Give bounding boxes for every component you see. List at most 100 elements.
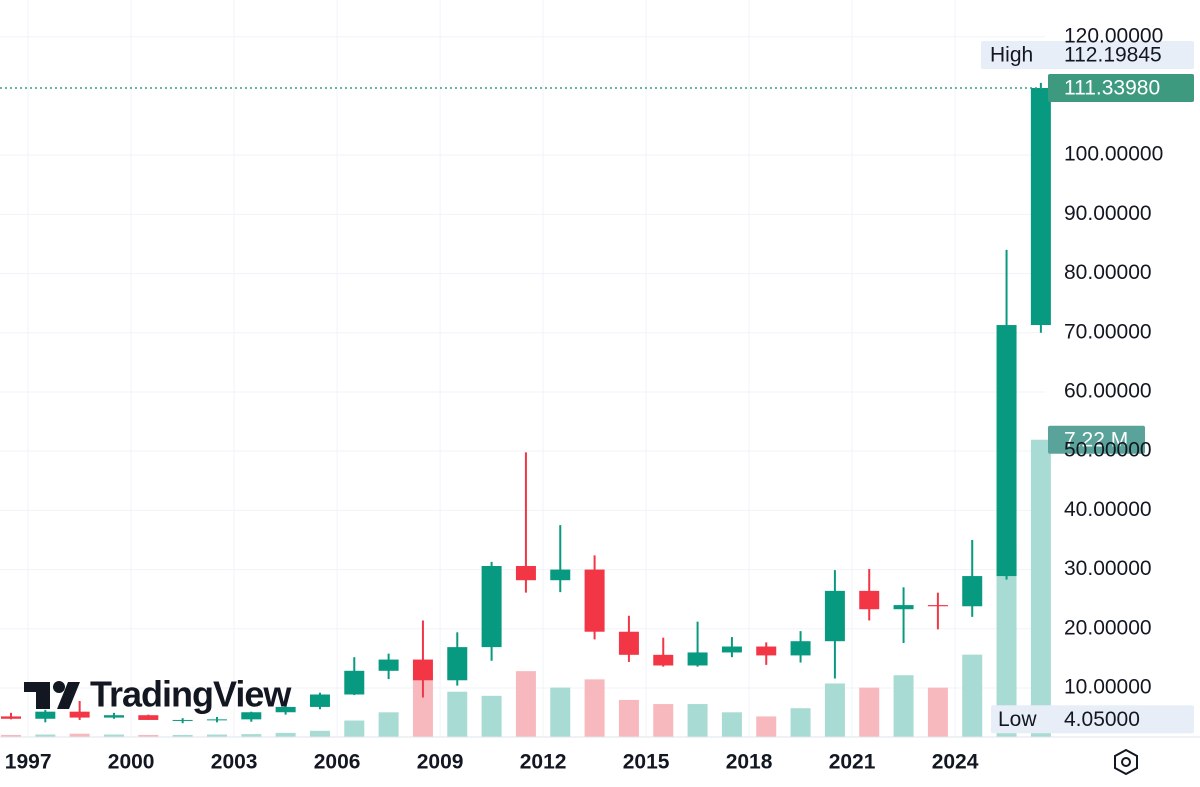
candle-body [481,566,502,648]
volume-bar [481,695,502,737]
candle-body [241,712,262,720]
x-tick-label: 2003 [211,751,258,774]
x-tick-label: 1997 [5,751,52,774]
candle-body [206,719,227,721]
volume-bar [996,547,1017,737]
volume-bar [550,687,571,737]
candle-body [824,590,845,642]
candle-body [721,646,742,653]
volume-bar [378,712,399,737]
candle-body [790,641,811,656]
candle-body [172,719,193,721]
y-tick-label: 40.00000 [1064,498,1152,521]
logo-shape [53,681,65,693]
x-tick-label: 2018 [726,751,773,774]
candle-body [138,715,159,720]
y-tick-label: 10.00000 [1064,676,1152,699]
watermark-text: TradingView [90,674,292,715]
y-tick-label: 100.00000 [1064,143,1163,166]
candle-body [584,569,605,632]
candle-body [412,659,433,681]
candle-body [1030,87,1051,326]
volume-bar [172,734,193,737]
settings-dot[interactable] [1121,757,1131,767]
volume-bar [515,671,536,737]
candle-body [447,647,468,681]
x-tick-label: 2012 [520,751,567,774]
watermark: TradingView [24,674,293,715]
volume-bar [35,734,56,737]
y-tick-label: 70.00000 [1064,320,1152,343]
x-tick-label: 2015 [623,751,670,774]
candle-body [103,715,124,718]
volume-bar [69,733,90,737]
x-tick-label: 2006 [314,751,361,774]
low-value: 4.05000 [1064,708,1140,731]
volume-bar [0,734,21,737]
x-tick-label: 2024 [932,751,979,774]
candle-body [962,576,983,607]
candle-body [69,711,90,718]
volume-bar [687,704,708,737]
candle-body [687,652,708,666]
y-tick-label: 50.00000 [1064,439,1152,462]
candle-body [35,711,56,719]
volume-bar [241,734,262,737]
y-tick-label: 20.00000 [1064,616,1152,639]
overlay-layer: 111.33980 High 112.19845 Low 4.05000 7.22 M [0,40,1194,734]
volume-bar [138,734,159,737]
candle-body [859,590,880,610]
candle-body [309,694,330,707]
high-value: 112.19845 [1064,44,1162,67]
x-tick-label: 2000 [108,751,155,774]
volume-bar [893,675,914,737]
volume-bar [756,716,777,737]
volume-bar [206,734,227,737]
high-box [981,40,1194,69]
candle-body [275,706,296,713]
candle-body [550,569,571,581]
candle-body [756,646,777,656]
candle-layer [0,82,1051,724]
y-tick-label: 90.00000 [1064,202,1152,225]
candle-body [927,605,948,607]
logo-shape [57,682,80,709]
volume-bar [275,732,296,737]
volume-bar [1030,439,1051,737]
volume-bar [721,712,742,737]
volume-bar [859,687,880,737]
candle-body [653,654,674,666]
candle-body [378,659,399,671]
volume-label-box [1048,425,1145,454]
candle-body [344,670,365,695]
volume-bar [344,720,365,737]
settings-icon[interactable] [1114,748,1138,776]
settings-hexagon[interactable] [1114,748,1138,776]
logo-shape [36,682,50,709]
grid-layer [0,0,1045,737]
candle-body [893,605,914,610]
x-tick-label: 2009 [417,751,464,774]
high-text: High [990,44,1033,67]
volume-bar [309,730,330,737]
y-tick-label: 120.00000 [1064,24,1163,47]
volume-bar [103,734,124,737]
last-price-label: 111.33980 [1064,77,1160,100]
y-tick-label: 60.00000 [1064,379,1152,402]
volume-bar [927,687,948,737]
volume-bar [584,679,605,737]
volume-bar [790,708,811,737]
volume-bar [824,683,845,737]
volume-label: 7.22 M [1064,428,1128,451]
y-tick-label: 80.00000 [1064,261,1152,284]
volume-bar [618,699,639,737]
volume-layer [0,439,1051,737]
y-tick-label: 30.00000 [1064,557,1152,580]
volume-bar [447,691,468,737]
volume-bar [412,675,433,737]
candle-body [996,325,1017,577]
candle-body [618,631,639,655]
candle-body [515,566,536,581]
